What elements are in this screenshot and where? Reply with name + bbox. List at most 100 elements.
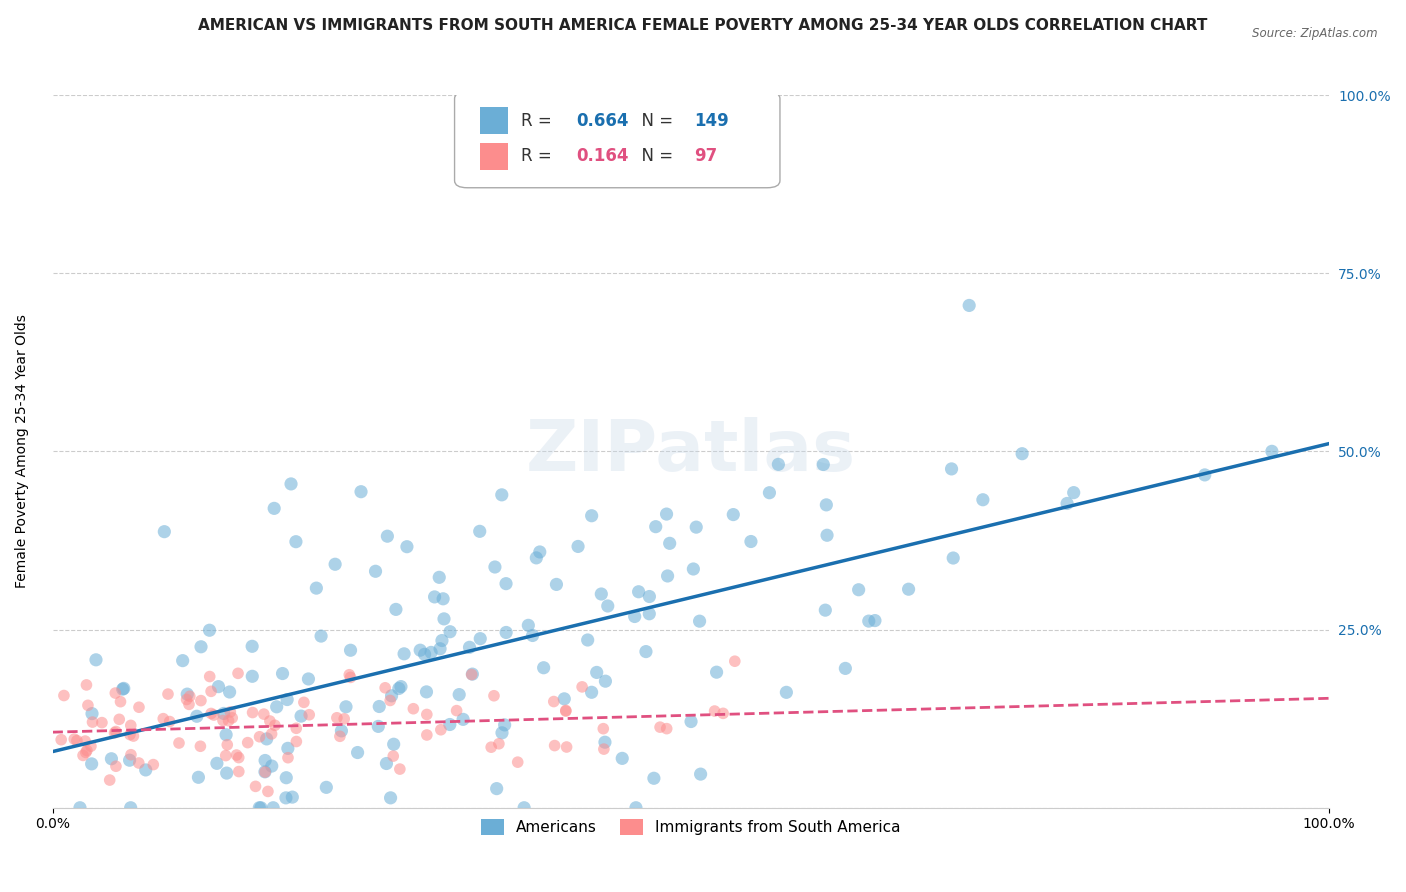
Point — [118, 728, 141, 742]
Point — [814, 603, 837, 617]
Point — [380, 693, 402, 707]
Point — [643, 772, 665, 786]
Point — [152, 712, 174, 726]
Point — [262, 801, 284, 815]
Point — [205, 756, 228, 771]
Point — [382, 749, 405, 764]
Point — [212, 714, 235, 728]
Point — [128, 756, 150, 770]
Point — [135, 763, 157, 777]
Point — [172, 654, 194, 668]
Point — [433, 612, 456, 626]
Text: N =: N = — [631, 112, 678, 129]
Point — [52, 689, 75, 703]
Point — [218, 714, 240, 728]
Text: N =: N = — [631, 147, 678, 165]
Point — [249, 730, 271, 744]
Legend: Americans, Immigrants from South America: Americans, Immigrants from South America — [474, 812, 908, 843]
Point — [215, 766, 238, 780]
Point — [120, 718, 142, 732]
Point — [75, 746, 97, 760]
Point — [90, 715, 112, 730]
Point — [858, 614, 880, 628]
Point — [225, 747, 247, 762]
Point — [259, 714, 281, 728]
Point — [256, 731, 278, 746]
Point — [335, 699, 357, 714]
Point — [724, 654, 747, 668]
Point — [122, 729, 145, 743]
Point — [212, 706, 235, 721]
Point — [242, 706, 264, 720]
Point — [703, 704, 725, 718]
Point — [337, 667, 360, 681]
Point — [612, 751, 634, 765]
Point — [388, 762, 411, 776]
Point — [190, 640, 212, 654]
Point — [315, 780, 337, 795]
Point — [260, 759, 283, 773]
Point — [555, 739, 578, 754]
Point — [388, 681, 411, 696]
Point — [627, 584, 650, 599]
Point — [848, 582, 870, 597]
Point — [377, 529, 399, 543]
Point — [217, 738, 239, 752]
Point — [553, 691, 575, 706]
Point — [112, 681, 135, 696]
Point — [554, 704, 576, 718]
Point — [485, 781, 508, 796]
Point — [292, 695, 315, 709]
Point — [648, 720, 671, 734]
Point — [75, 734, 97, 748]
Point — [813, 458, 835, 472]
Point — [624, 801, 647, 815]
Point — [423, 590, 446, 604]
Point — [228, 764, 250, 779]
Point — [533, 661, 555, 675]
Point — [416, 728, 439, 742]
Point — [592, 722, 614, 736]
Point — [128, 700, 150, 714]
Point — [263, 501, 285, 516]
Point — [200, 684, 222, 698]
Point — [451, 712, 474, 726]
Point — [339, 643, 361, 657]
Point — [381, 689, 404, 703]
FancyBboxPatch shape — [454, 92, 780, 187]
Point — [309, 629, 332, 643]
Point — [432, 591, 454, 606]
Point — [333, 712, 356, 726]
Point — [187, 770, 209, 784]
Point — [576, 632, 599, 647]
Point — [297, 672, 319, 686]
Point — [567, 540, 589, 554]
Point — [285, 734, 308, 748]
Point — [284, 534, 307, 549]
Point — [329, 729, 352, 743]
Point — [638, 607, 661, 621]
Text: R =: R = — [520, 147, 557, 165]
Text: ZIPatlas: ZIPatlas — [526, 417, 856, 486]
Point — [277, 750, 299, 764]
Point — [972, 492, 994, 507]
Point — [460, 667, 482, 681]
Point — [863, 614, 886, 628]
Point — [468, 524, 491, 539]
Point — [346, 746, 368, 760]
Text: Source: ZipAtlas.com: Source: ZipAtlas.com — [1253, 27, 1378, 40]
Point — [277, 741, 299, 756]
Point — [427, 570, 450, 584]
Text: 97: 97 — [695, 147, 717, 165]
Point — [260, 727, 283, 741]
Point — [350, 484, 373, 499]
Y-axis label: Female Poverty Among 25-34 Year Olds: Female Poverty Among 25-34 Year Olds — [15, 315, 30, 589]
Text: 0.164: 0.164 — [576, 147, 628, 165]
Point — [80, 706, 103, 721]
Point — [159, 714, 181, 729]
Point — [685, 520, 707, 534]
Point — [80, 756, 103, 771]
Point — [153, 524, 176, 539]
Point — [522, 628, 544, 642]
Point — [430, 633, 453, 648]
